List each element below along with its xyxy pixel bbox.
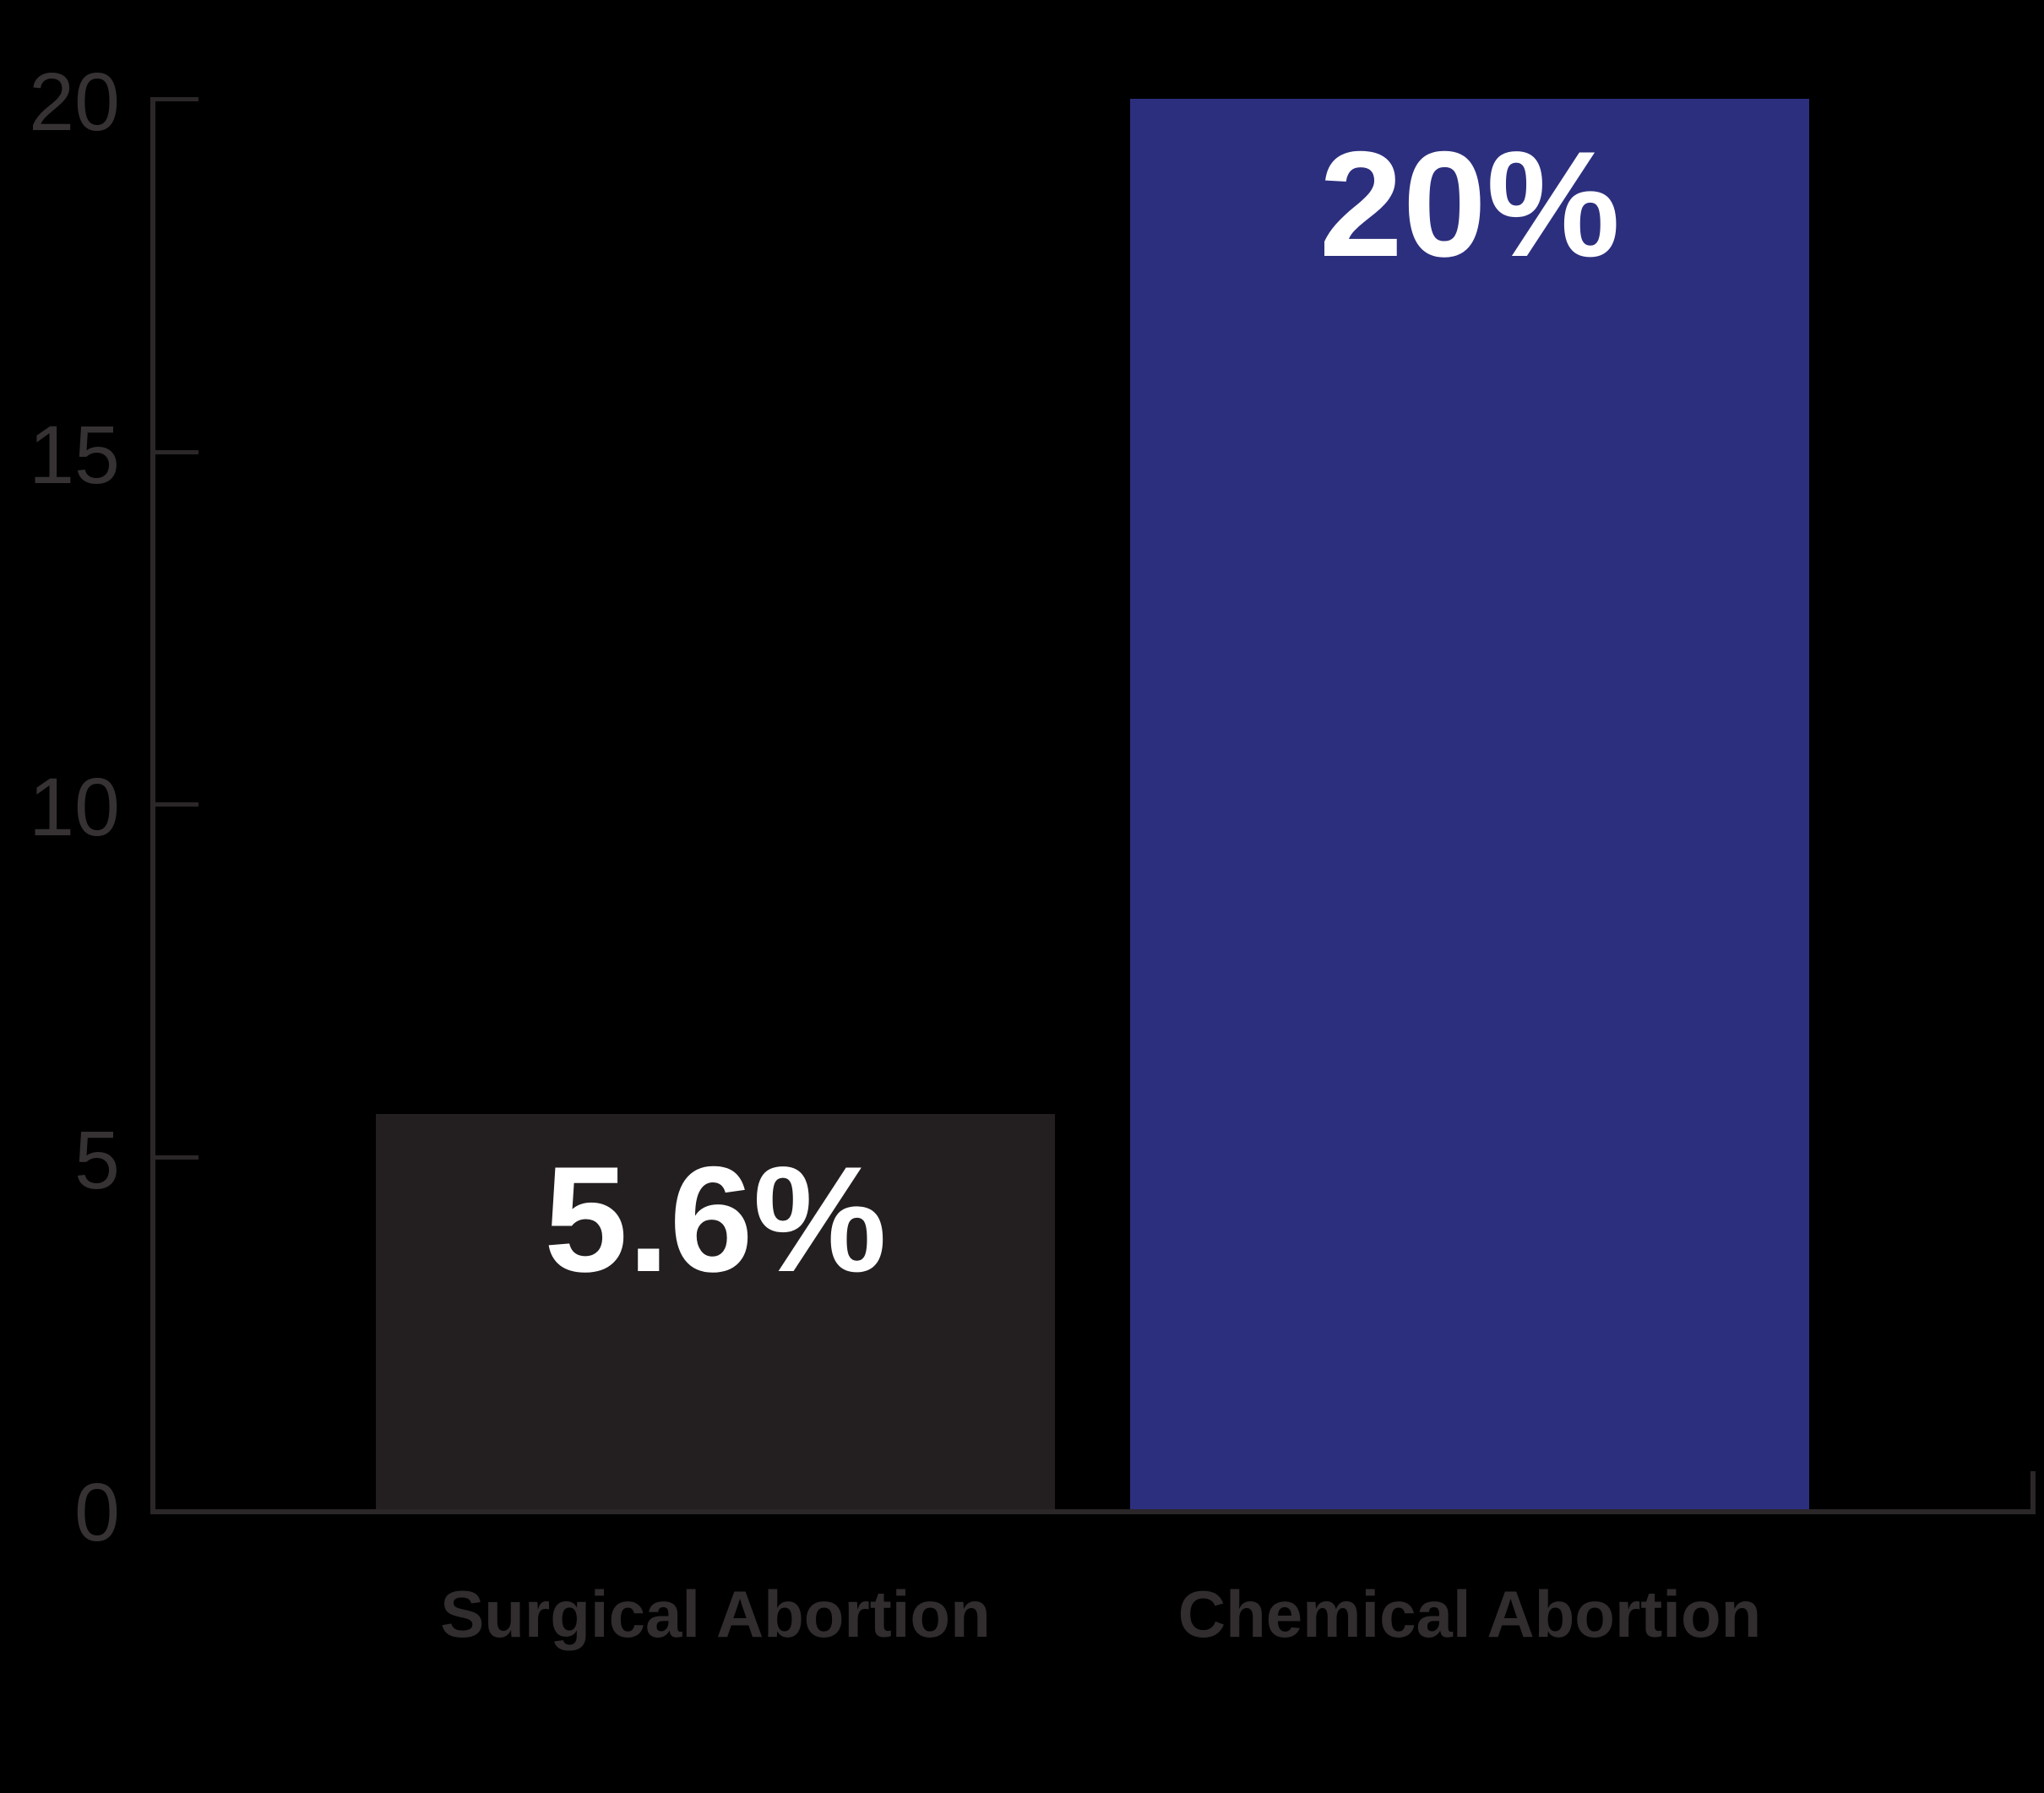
y-tick-mark: [150, 449, 198, 454]
x-axis-line: [150, 1509, 2036, 1514]
x-axis-right-stub: [2030, 1471, 2036, 1509]
value-label-surgical: 5.6%: [544, 1135, 887, 1303]
y-tick-label: 5: [74, 1113, 120, 1206]
category-label-surgical: Surgical Abortion: [440, 1577, 991, 1651]
bar-surgical-abortion: 5.6%: [376, 1114, 1055, 1509]
y-tick-label: 15: [29, 408, 120, 501]
y-tick-label: 10: [29, 761, 120, 853]
y-tick-mark: [150, 97, 198, 101]
bar-chemical-abortion: 20%: [1130, 99, 1809, 1509]
y-tick-mark: [150, 1155, 198, 1160]
y-tick-mark: [150, 802, 198, 807]
value-label-chemical: 20%: [1318, 120, 1621, 288]
y-tick-label: 20: [29, 56, 120, 148]
y-axis-line: [150, 99, 155, 1514]
category-label-chemical: Chemical Abortion: [1177, 1577, 1762, 1651]
y-tick-label: 0: [74, 1466, 120, 1558]
